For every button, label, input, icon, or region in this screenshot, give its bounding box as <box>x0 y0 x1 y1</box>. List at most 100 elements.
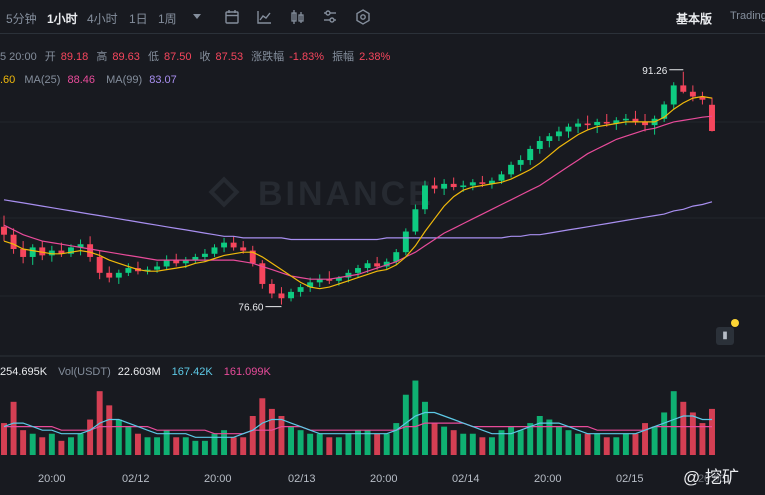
volume-bar <box>594 433 601 455</box>
candle-body <box>58 250 65 254</box>
candle-body <box>479 182 486 184</box>
candle-body <box>326 279 333 281</box>
ohlc-time: 5 20:00 <box>0 51 37 63</box>
candle-body <box>383 261 390 267</box>
volume-bar <box>68 437 74 455</box>
candle-body <box>307 282 314 288</box>
volume-bar <box>48 433 55 455</box>
line-chart-icon[interactable] <box>256 9 272 25</box>
volume-bar <box>163 430 170 455</box>
notification-dot <box>731 319 739 327</box>
candle-body <box>575 123 582 127</box>
candle-body <box>48 250 55 256</box>
candle-body <box>642 121 648 126</box>
high-value: 89.63 <box>112 51 140 63</box>
indicator-settings-icon[interactable] <box>322 9 338 25</box>
volume-ma-lines <box>3 411 712 438</box>
indicator-panel-button[interactable]: ▮ <box>716 327 734 345</box>
candle-body <box>288 291 294 299</box>
ohlc-legend: 5 20:00 开 89.18 高 89.63 低 87.50 收 87.53 涨跌幅 -… <box>0 48 395 64</box>
candle-body <box>297 287 304 292</box>
candle-body <box>268 283 275 294</box>
volume-bar <box>383 433 390 455</box>
volume-bar <box>374 433 381 455</box>
tradingview-tab[interactable]: Trading <box>730 10 765 22</box>
x-axis-label: 20:00 <box>370 473 398 485</box>
volume-bar <box>201 440 208 455</box>
candle-body <box>680 85 687 92</box>
candlestick-icon[interactable] <box>289 9 305 25</box>
candle-body <box>39 247 46 256</box>
candle-body <box>555 131 562 137</box>
candle-body <box>10 234 17 249</box>
change-label: 涨跌幅 <box>251 51 285 63</box>
candle-body <box>192 256 199 261</box>
volume-bar <box>469 433 476 455</box>
candle-body <box>450 183 457 188</box>
ma25-line <box>3 115 713 280</box>
volume-bar <box>77 433 84 455</box>
timeframe-5m[interactable]: 5分钟 <box>6 12 37 26</box>
volume-bar <box>259 398 266 455</box>
candle-body <box>670 85 677 105</box>
timeframe-4h[interactable]: 4小时 <box>87 12 118 26</box>
candle-body <box>402 231 409 253</box>
candle-body <box>699 96 706 100</box>
ma-legend: .60 MA(25) 88.46 MA(99) 83.07 <box>0 74 177 86</box>
volume-bar <box>517 430 524 455</box>
x-axis-label: 20:00 <box>38 473 66 485</box>
volume-bar <box>211 433 218 455</box>
volume-bar <box>555 426 562 455</box>
volume-bar <box>651 426 658 455</box>
candle-body <box>278 293 285 299</box>
volume-bar <box>144 437 151 455</box>
candle-body <box>259 263 266 284</box>
timeframe-1d[interactable]: 1日 <box>129 12 148 26</box>
x-axis-label: 02/13 <box>288 473 316 485</box>
x-axis-label: 02/12 <box>122 473 150 485</box>
candle-body <box>240 247 247 251</box>
volume-value: 22.603M <box>117 366 161 378</box>
candle-body <box>345 272 352 278</box>
candle-body <box>182 260 189 264</box>
candle-body <box>661 104 668 119</box>
candle-body <box>422 185 428 210</box>
close-label: 收 <box>199 51 211 63</box>
volume-bar <box>441 426 448 455</box>
close-value: 87.53 <box>215 51 244 63</box>
volume-bar <box>335 437 342 455</box>
volume-bar <box>527 423 534 455</box>
x-axis-label: 20:00 <box>204 473 232 485</box>
candle-body <box>689 91 696 97</box>
volume-bar <box>221 430 228 455</box>
volume-bar <box>450 430 457 455</box>
chevron-down-icon[interactable] <box>192 13 202 21</box>
basic-version-tab[interactable]: 基本版 <box>676 12 713 26</box>
volume-bar <box>39 437 46 455</box>
candle-body <box>536 141 543 149</box>
volume-bar <box>546 419 553 455</box>
candle-body <box>87 244 94 257</box>
amplitude-value: 2.38% <box>359 51 391 63</box>
hexagon-settings-icon[interactable] <box>355 9 371 25</box>
volume-bar <box>689 412 696 455</box>
candle-body <box>144 269 151 272</box>
candle-body <box>221 242 228 248</box>
timeframe-1w[interactable]: 1周 <box>158 12 177 26</box>
amplitude-label: 振幅 <box>332 51 355 63</box>
x-axis-label: 02/15 <box>616 473 644 485</box>
volume-bar <box>288 426 294 455</box>
x-axis-label: 02/14 <box>452 473 480 485</box>
calendar-icon[interactable] <box>224 9 240 25</box>
volume-ma2-line <box>4 422 712 435</box>
candle-body <box>106 272 113 278</box>
candle-body <box>355 268 361 273</box>
volume-bar <box>642 423 648 455</box>
candle-body <box>412 209 419 232</box>
volume-label: Vol(USDT) <box>58 366 111 378</box>
timeframe-1h[interactable]: 1小时 <box>47 12 78 26</box>
x-axis-label: 20:00 <box>698 473 726 485</box>
candle-body <box>469 182 476 186</box>
volume-bar <box>106 405 113 455</box>
